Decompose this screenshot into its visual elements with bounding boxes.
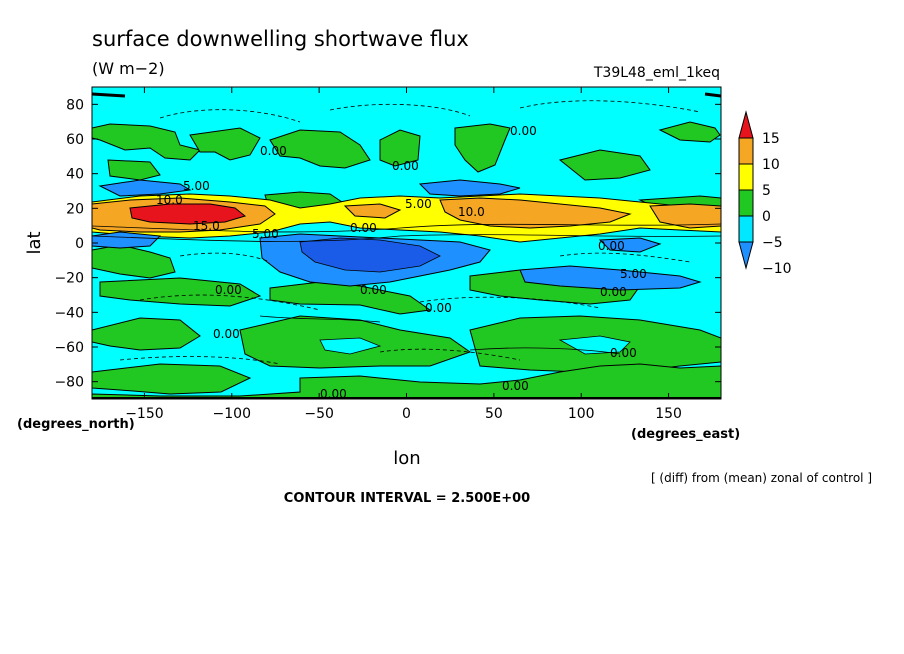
x-units-label: (degrees_east) [631,427,740,442]
contour-label: 0.00 [213,327,240,341]
colorbar-label: 15 [762,131,780,147]
colorbar-label: 0 [762,209,771,225]
contour-interval-label: CONTOUR INTERVAL = 2.500E+00 [284,491,530,506]
contour-label: 5.00 [183,179,210,193]
y-tick-label: 80 [66,97,84,113]
contour-label: 0.00 [392,159,419,173]
x-tick-label: −100 [213,406,251,422]
colorbar-swatch [738,163,754,191]
contour-label: 5.00 [405,197,432,211]
north-edge-mark-west [92,92,126,98]
y-tick-label: −20 [54,271,84,287]
colorbar: 15 10 5 0 −5 −10 [738,110,792,277]
x-tick-label: −50 [304,406,334,422]
contour-label: 0.00 [510,124,537,138]
y-tick-label: 20 [66,201,84,217]
y-units-label: (degrees_north) [17,417,135,432]
chart-subtitle: (W m−2) [92,59,165,78]
orange-regions [92,197,721,233]
diff-note: [ (diff) from (mean) zonal of control ] [651,471,872,485]
contour-label: 0.00 [425,301,452,315]
colorbar-label: 10 [762,157,780,173]
x-axis: −150 −100 −50 0 50 100 150 [125,87,682,422]
contour-label: 5.00 [252,227,279,241]
x-tick-label: −150 [125,406,163,422]
solid-contours [92,223,721,355]
contour-label: 0.00 [598,239,625,253]
y-tick-label: −40 [54,305,84,321]
contour-label: 0.00 [260,144,287,158]
contour-label: 15.0 [193,219,220,233]
contour-label: 10.0 [458,205,485,219]
dashed-contours [119,100,701,365]
y-axis: 80 60 40 20 0 −20 −40 −60 −80 [54,97,721,391]
map-plot: 0.00 0.00 0.00 5.00 5.00 10.0 10.0 15.0 … [92,87,721,401]
colorbar-label: −10 [762,261,792,277]
y-tick-label: −80 [54,375,84,391]
y-tick-label: −60 [54,340,84,356]
y-tick-label: 60 [66,132,84,148]
contour-label: 0.00 [610,346,637,360]
contour-label: 0.00 [215,283,242,297]
contour-label-group: 0.00 0.00 0.00 5.00 5.00 10.0 10.0 15.0 … [156,124,647,401]
colorbar-label: −5 [762,235,783,251]
north-edge-mark-east [704,92,721,98]
contour-label: 0.00 [320,387,347,401]
red-core [129,203,247,225]
contour-label: 0.00 [360,283,387,297]
x-tick-label: 0 [402,406,411,422]
colorbar-swatch [738,215,754,243]
y-tick-label: 40 [66,167,84,183]
colorbar-bottom-arrow [738,241,754,270]
x-tick-label: 150 [655,406,682,422]
colorbar-swatch [738,189,754,217]
deep-blue-core [299,237,441,273]
y-tick-label: 0 [75,236,84,252]
contour-label: 0.00 [600,285,627,299]
run-label: T39L48_eml_1keq [593,65,720,81]
contour-label: 0.00 [502,379,529,393]
x-tick-label: 50 [485,406,503,422]
green-regions [92,121,721,399]
y-axis-title: lat [24,231,45,254]
colorbar-top-arrow [738,110,754,139]
contour-label: 0.00 [350,221,377,235]
contour-label: 10.0 [156,193,183,207]
colorbar-swatch [738,137,754,165]
contour-label: 5.00 [620,267,647,281]
colorbar-label: 5 [762,183,771,199]
chart-title: surface downwelling shortwave flux [92,27,469,51]
x-tick-label: 100 [568,406,595,422]
x-axis-title: lon [393,448,420,469]
